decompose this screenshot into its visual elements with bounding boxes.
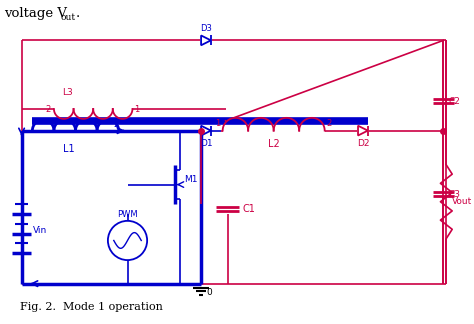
Text: 2: 2 <box>46 105 51 113</box>
Text: D1: D1 <box>200 139 212 148</box>
Text: 2: 2 <box>113 120 118 129</box>
Text: L3: L3 <box>62 88 73 97</box>
Text: D2: D2 <box>356 139 369 148</box>
Text: C2: C2 <box>448 97 460 106</box>
Text: L1: L1 <box>63 145 74 154</box>
Text: M1: M1 <box>184 175 198 184</box>
Text: 1: 1 <box>216 119 221 128</box>
Text: 0: 0 <box>206 288 212 296</box>
Text: C3: C3 <box>448 190 460 199</box>
Text: 2: 2 <box>327 119 332 128</box>
Text: out: out <box>61 13 76 22</box>
Text: C1: C1 <box>242 204 255 214</box>
Text: voltage V: voltage V <box>4 7 67 20</box>
Text: D3: D3 <box>200 24 212 32</box>
Text: L2: L2 <box>268 139 280 149</box>
Text: Vin: Vin <box>33 226 47 235</box>
Text: PWM: PWM <box>117 210 138 219</box>
Text: .: . <box>75 7 80 20</box>
Text: 1: 1 <box>135 105 140 113</box>
Text: Vout: Vout <box>452 197 473 206</box>
Text: Fig. 2.  Mode 1 operation: Fig. 2. Mode 1 operation <box>19 302 163 312</box>
